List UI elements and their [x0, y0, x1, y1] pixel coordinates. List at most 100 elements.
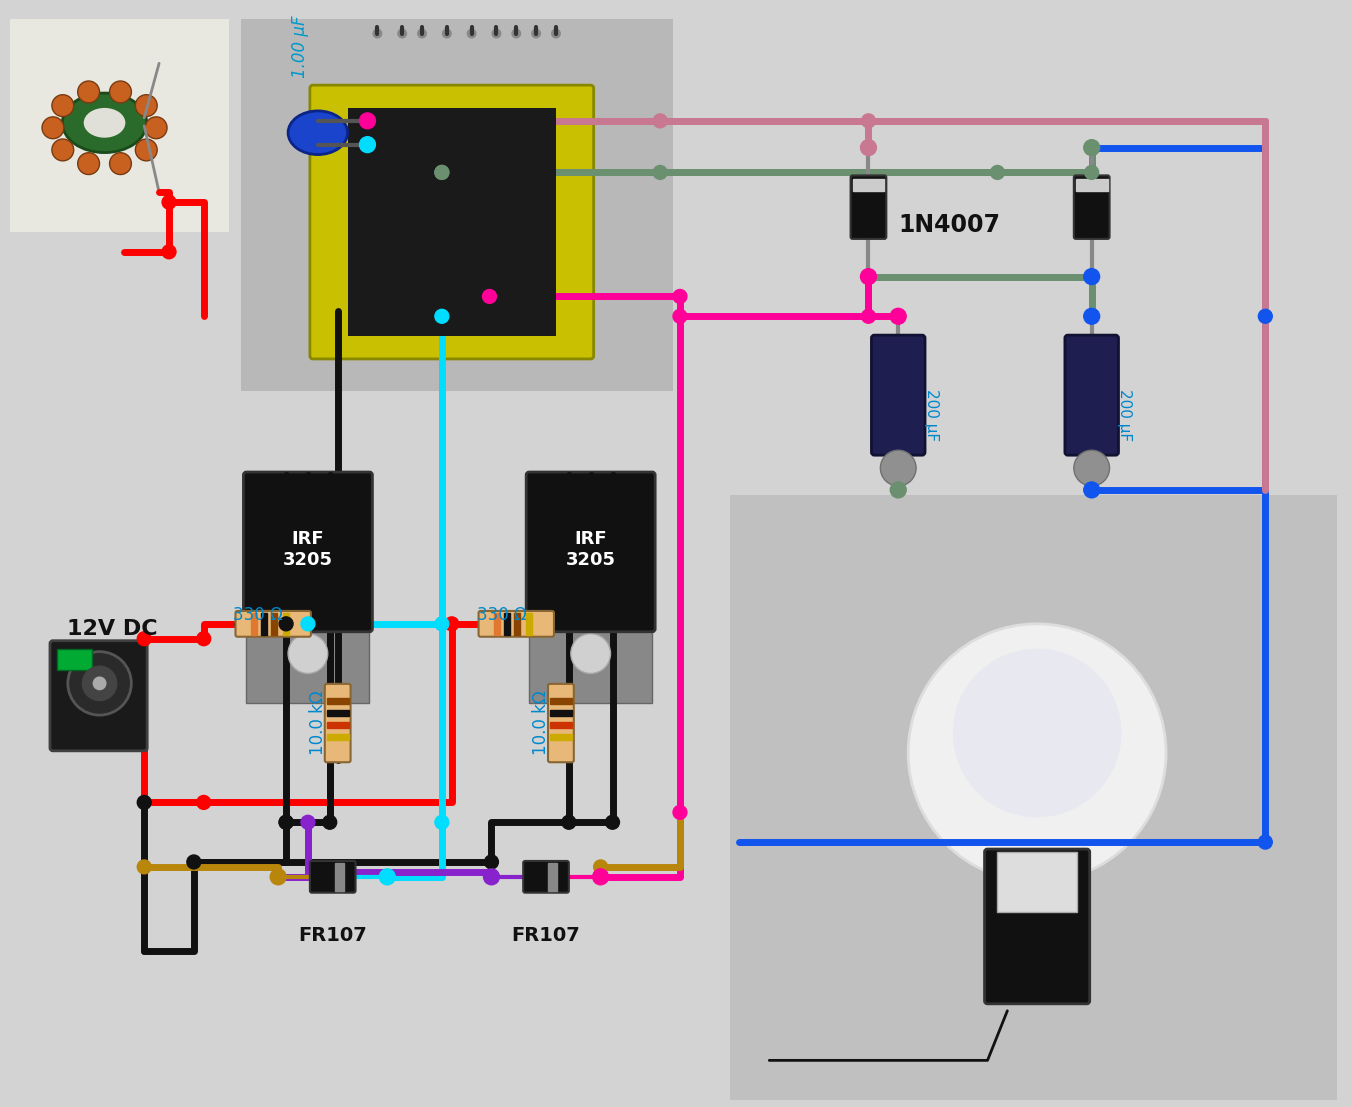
FancyBboxPatch shape — [246, 604, 369, 703]
Circle shape — [890, 482, 907, 498]
Circle shape — [673, 309, 686, 323]
Circle shape — [1085, 483, 1098, 497]
Circle shape — [1085, 141, 1098, 155]
Circle shape — [653, 165, 667, 179]
Wedge shape — [551, 29, 561, 39]
Circle shape — [593, 860, 608, 873]
Circle shape — [881, 451, 916, 486]
FancyBboxPatch shape — [871, 335, 925, 455]
Circle shape — [435, 165, 449, 179]
Wedge shape — [492, 29, 501, 39]
Bar — [494, 613, 500, 634]
Circle shape — [135, 139, 157, 161]
Bar — [272, 613, 277, 634]
Bar — [515, 613, 520, 634]
Bar — [504, 613, 511, 634]
Bar — [550, 734, 571, 739]
FancyBboxPatch shape — [1074, 175, 1109, 239]
Circle shape — [81, 665, 118, 701]
FancyBboxPatch shape — [50, 641, 147, 751]
Circle shape — [605, 816, 620, 829]
Text: 12V DC: 12V DC — [66, 619, 158, 639]
Circle shape — [323, 816, 336, 829]
Text: FR107: FR107 — [512, 927, 581, 945]
Circle shape — [861, 139, 877, 156]
Text: 10.0 kΩ: 10.0 kΩ — [309, 691, 327, 755]
FancyBboxPatch shape — [997, 852, 1077, 911]
Circle shape — [862, 114, 875, 127]
Text: 200 μF: 200 μF — [924, 390, 939, 442]
Circle shape — [301, 816, 315, 829]
FancyBboxPatch shape — [851, 175, 886, 239]
Circle shape — [435, 165, 449, 179]
Bar — [327, 711, 349, 716]
Circle shape — [135, 95, 157, 116]
Circle shape — [51, 139, 74, 161]
Circle shape — [197, 796, 211, 809]
Bar — [550, 711, 571, 716]
FancyBboxPatch shape — [530, 604, 653, 703]
Circle shape — [288, 634, 328, 673]
Circle shape — [77, 153, 100, 175]
Circle shape — [484, 869, 500, 884]
Circle shape — [301, 617, 315, 631]
Circle shape — [571, 634, 611, 673]
Bar — [852, 179, 885, 192]
Circle shape — [1085, 309, 1098, 323]
Wedge shape — [531, 29, 540, 39]
Wedge shape — [397, 29, 407, 39]
Circle shape — [1084, 482, 1100, 498]
Circle shape — [562, 816, 576, 829]
Text: 1.00 μF: 1.00 μF — [290, 15, 309, 79]
Bar — [550, 722, 571, 728]
Circle shape — [162, 195, 176, 209]
Circle shape — [952, 649, 1121, 817]
Bar — [327, 734, 349, 739]
Circle shape — [990, 165, 1004, 179]
Circle shape — [1074, 451, 1109, 486]
Ellipse shape — [84, 108, 126, 137]
Circle shape — [1084, 139, 1100, 156]
Circle shape — [1085, 270, 1098, 283]
Circle shape — [109, 153, 131, 175]
Circle shape — [862, 309, 875, 323]
Text: 10.0 kΩ: 10.0 kΩ — [532, 691, 550, 755]
Circle shape — [861, 269, 877, 284]
Text: 200 μF: 200 μF — [1117, 390, 1132, 442]
Circle shape — [435, 309, 449, 323]
Bar — [327, 722, 349, 728]
Bar — [327, 699, 349, 704]
Circle shape — [138, 860, 151, 873]
Circle shape — [380, 869, 396, 884]
Circle shape — [381, 870, 394, 883]
Circle shape — [145, 117, 168, 138]
Wedge shape — [466, 29, 477, 39]
Bar — [284, 613, 289, 634]
Circle shape — [162, 245, 176, 259]
FancyBboxPatch shape — [11, 19, 228, 232]
Text: 330 Ω: 330 Ω — [477, 606, 527, 624]
Wedge shape — [442, 29, 451, 39]
FancyBboxPatch shape — [235, 611, 311, 637]
FancyBboxPatch shape — [309, 861, 355, 892]
FancyBboxPatch shape — [242, 19, 673, 391]
Circle shape — [485, 855, 499, 869]
Circle shape — [593, 870, 608, 883]
Circle shape — [435, 816, 449, 829]
Circle shape — [890, 309, 907, 324]
Circle shape — [272, 870, 285, 883]
Bar — [261, 613, 267, 634]
FancyBboxPatch shape — [309, 85, 593, 359]
Circle shape — [482, 290, 496, 303]
Wedge shape — [373, 29, 382, 39]
Circle shape — [186, 855, 201, 869]
Circle shape — [280, 617, 293, 631]
Circle shape — [653, 114, 667, 127]
Circle shape — [270, 869, 286, 884]
Text: IRF
3205: IRF 3205 — [282, 530, 332, 569]
Circle shape — [359, 136, 376, 153]
Circle shape — [1085, 483, 1098, 497]
Text: FR107: FR107 — [299, 927, 367, 945]
Bar — [550, 699, 571, 704]
Circle shape — [444, 617, 459, 631]
